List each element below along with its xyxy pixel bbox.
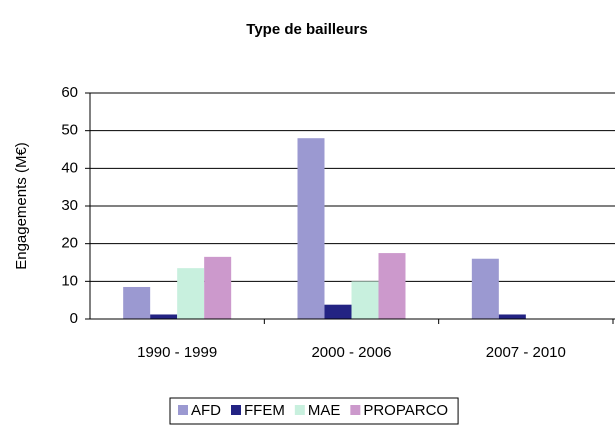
bar xyxy=(297,138,325,319)
y-axis-label: Engagements (M€) xyxy=(13,142,30,270)
bar xyxy=(351,281,379,319)
bar xyxy=(378,253,406,319)
y-tick-label: 50 xyxy=(61,122,78,139)
legend-swatch xyxy=(294,405,305,415)
legend-swatch xyxy=(178,405,188,415)
legend-swatch xyxy=(350,405,361,415)
legend-label: PROPARCO xyxy=(363,402,448,419)
legend: AFD FFEM MAE PROPARCO xyxy=(169,397,459,425)
y-tick-label: 0 xyxy=(70,310,78,327)
bar xyxy=(498,314,526,319)
legend-label: AFD xyxy=(191,402,221,419)
y-tick-label: 60 xyxy=(61,84,78,101)
bar xyxy=(471,258,499,319)
x-tick-label: 2000 - 2006 xyxy=(311,344,391,361)
bar xyxy=(204,256,232,319)
y-tick-label: 30 xyxy=(61,197,78,214)
legend-label: MAE xyxy=(308,402,341,419)
x-tick-label: 2007 - 2010 xyxy=(486,344,566,361)
legend-label: FFEM xyxy=(244,402,285,419)
y-tick-label: 20 xyxy=(61,235,78,252)
x-tick-label: 1990 - 1999 xyxy=(137,344,217,361)
bar xyxy=(177,268,205,319)
y-tick-label: 10 xyxy=(61,272,78,289)
bar xyxy=(150,314,178,319)
y-tick-label: 40 xyxy=(61,159,78,176)
bar xyxy=(123,286,151,319)
legend-swatch xyxy=(231,405,241,415)
legend-box xyxy=(169,397,459,425)
bar xyxy=(324,304,352,319)
chart-title: Type de bailleurs xyxy=(246,21,367,38)
